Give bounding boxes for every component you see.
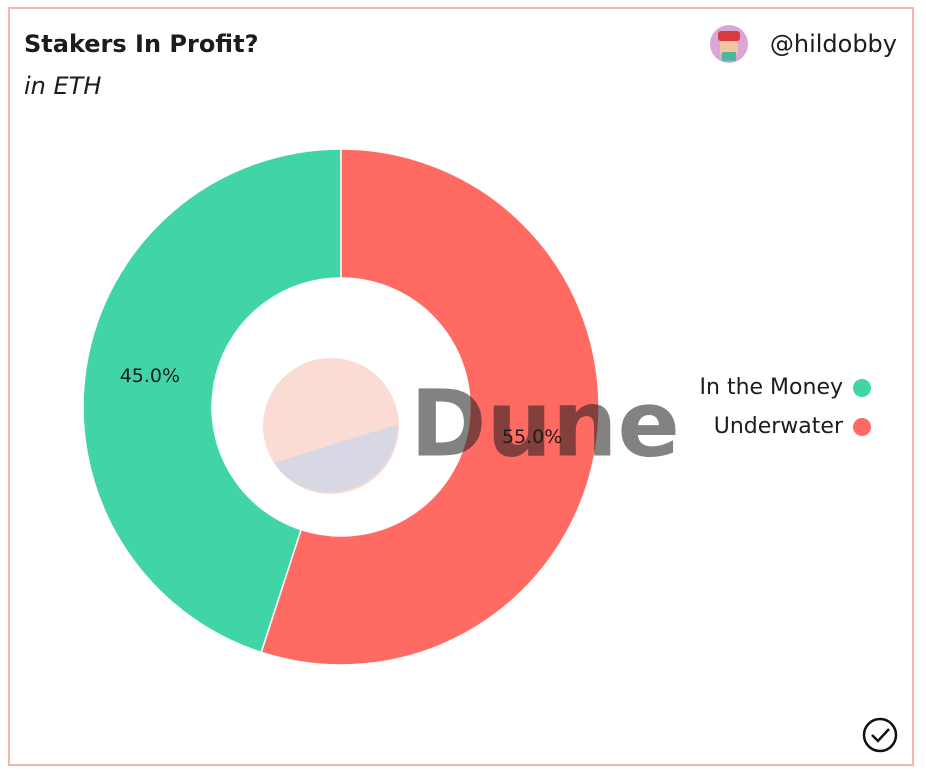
check-icon xyxy=(862,717,898,753)
slice xyxy=(82,148,342,654)
value-label: 45.0% xyxy=(120,365,180,387)
center-logo xyxy=(263,358,399,494)
chart-title: Stakers In Profit? xyxy=(24,30,259,58)
slice xyxy=(260,148,600,666)
legend-label: Underwater xyxy=(714,414,844,439)
legend-label: In the Money xyxy=(700,375,843,400)
author: @hildobby xyxy=(770,30,897,58)
legend-swatch xyxy=(853,418,871,436)
chart-subtitle: in ETH xyxy=(24,72,101,100)
value-label: 55.0% xyxy=(502,426,562,448)
watermark: Dune xyxy=(410,370,680,477)
author-avatar xyxy=(710,25,748,63)
legend-swatch xyxy=(853,379,871,397)
